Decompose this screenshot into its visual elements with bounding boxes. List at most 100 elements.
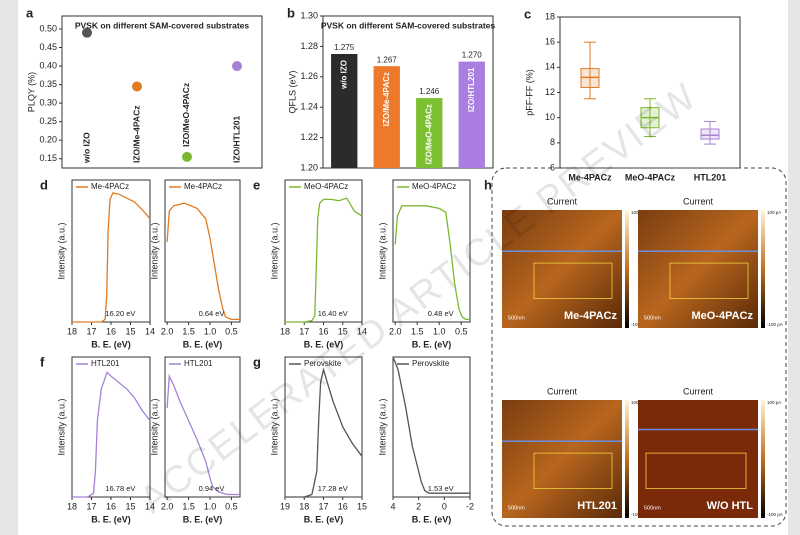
x-tick-label: 2.0 bbox=[389, 326, 402, 336]
annotation: 16.40 eV bbox=[318, 309, 348, 318]
annotation: 0.64 eV bbox=[199, 309, 225, 318]
x-tick-label: 17 bbox=[318, 501, 328, 511]
y-axis-label: Intensity (a.u.) bbox=[269, 398, 279, 455]
panel-label: d bbox=[40, 177, 48, 192]
y-axis-label: Intensity (a.u.) bbox=[377, 222, 387, 279]
y-axis-label: pFF-FF (%) bbox=[524, 69, 534, 116]
plot-frame bbox=[61, 15, 263, 169]
x-tick-label: 16 bbox=[106, 326, 116, 336]
y-axis-label: Intensity (a.u.) bbox=[149, 398, 159, 455]
image-title: Current bbox=[683, 386, 714, 396]
point bbox=[182, 151, 192, 162]
y-tick-label: 16 bbox=[545, 37, 555, 47]
value-label: 1.267 bbox=[377, 55, 398, 64]
plot-frame bbox=[392, 356, 471, 498]
category-label: Me-4PACz bbox=[568, 172, 612, 182]
y-tick-label: 0.45 bbox=[39, 42, 57, 52]
y-tick-label: 1.22 bbox=[300, 132, 318, 142]
x-tick-label: 17 bbox=[86, 501, 96, 511]
x-axis-label: B. E. (eV) bbox=[183, 339, 223, 349]
sample-label: MeO-4PACz bbox=[691, 310, 753, 322]
x-tick-label: 0.5 bbox=[455, 326, 468, 336]
colorbar bbox=[761, 210, 765, 328]
colorbar-max: 100 pA bbox=[767, 400, 781, 405]
x-tick-label: 16 bbox=[338, 501, 348, 511]
x-axis-label: B. E. (eV) bbox=[304, 514, 344, 524]
x-tick-label: 14 bbox=[357, 326, 367, 336]
bar bbox=[458, 61, 485, 168]
y-axis-label: QFLS (eV) bbox=[287, 70, 297, 113]
y-axis-label: Intensity (a.u.) bbox=[56, 222, 66, 279]
line bbox=[166, 202, 240, 321]
line bbox=[394, 205, 470, 321]
bar bbox=[331, 54, 358, 168]
category-label: MeO-4PACz bbox=[625, 172, 676, 182]
y-axis-label: Intensity (a.u.) bbox=[377, 398, 387, 455]
legend-label: Perovskite bbox=[304, 359, 342, 368]
x-tick-label: 18 bbox=[67, 326, 77, 336]
x-tick-label: 1.0 bbox=[204, 326, 217, 336]
line bbox=[166, 373, 240, 496]
bar bbox=[373, 66, 400, 168]
x-tick-label: 18 bbox=[280, 326, 290, 336]
legend-label: MeO-4PACz bbox=[412, 182, 456, 191]
y-tick-label: 0.30 bbox=[39, 97, 57, 107]
category-label: HTL201 bbox=[694, 172, 727, 182]
panel-label: f bbox=[40, 354, 45, 369]
annotation: 1.53 eV bbox=[428, 484, 454, 493]
category-label: IZO/Me-4PACz bbox=[382, 72, 391, 126]
plot-frame bbox=[164, 356, 241, 498]
profile-inset bbox=[645, 452, 747, 489]
legend-label: HTL201 bbox=[91, 359, 120, 368]
afm-image bbox=[502, 400, 622, 518]
x-tick-label: 0 bbox=[442, 501, 447, 511]
line bbox=[72, 371, 151, 498]
y-tick-label: 12 bbox=[545, 87, 555, 97]
x-tick-label: 17 bbox=[86, 326, 96, 336]
image-title: Current bbox=[547, 386, 578, 396]
legend-label: Perovskite bbox=[412, 359, 450, 368]
y-tick-label: 1.20 bbox=[300, 162, 318, 172]
value-label: 1.275 bbox=[334, 43, 355, 52]
value-label: 1.246 bbox=[419, 87, 440, 96]
y-tick-label: 1.24 bbox=[300, 102, 318, 112]
plot-frame bbox=[392, 179, 471, 323]
x-tick-label: -2 bbox=[466, 501, 474, 511]
x-tick-label: 15 bbox=[125, 501, 135, 511]
panel-label: b bbox=[287, 5, 295, 20]
chart-title: PVSK on different SAM-covered substrates bbox=[75, 20, 250, 30]
value-label: 1.270 bbox=[462, 51, 483, 60]
line bbox=[285, 367, 363, 498]
panel-label: h bbox=[484, 177, 492, 192]
sample-label: Me-4PACz bbox=[564, 310, 617, 322]
legend-label: HTL201 bbox=[184, 359, 213, 368]
line bbox=[392, 356, 470, 494]
x-tick-label: 0.5 bbox=[225, 326, 238, 336]
category-label: w/o IZO bbox=[339, 60, 348, 90]
x-tick-label: 1.0 bbox=[204, 501, 217, 511]
x-axis-label: B. E. (eV) bbox=[412, 339, 452, 349]
afm-panel-border bbox=[491, 167, 787, 527]
scale-label: 500nm bbox=[508, 315, 525, 321]
profile-inset bbox=[533, 452, 613, 489]
profile-inset bbox=[533, 262, 613, 299]
category-label: w/o IZO bbox=[81, 132, 91, 164]
y-tick-label: 1.28 bbox=[300, 41, 318, 51]
scale-label: 500nm bbox=[508, 505, 525, 511]
y-axis-label: PLQY (%) bbox=[26, 72, 36, 112]
y-tick-label: 0.15 bbox=[39, 153, 57, 163]
x-axis-label: B. E. (eV) bbox=[304, 339, 344, 349]
point bbox=[232, 61, 242, 72]
y-tick-label: 8 bbox=[550, 137, 555, 147]
annotation: 16.78 eV bbox=[105, 484, 135, 493]
category-label: IZO/Me-4PACz bbox=[131, 106, 141, 163]
x-tick-label: 18 bbox=[67, 501, 77, 511]
category-label: IZO/HTL201 bbox=[467, 67, 476, 112]
sample-label: W/O HTL bbox=[707, 500, 754, 512]
legend-label: MeO-4PACz bbox=[304, 182, 348, 191]
x-tick-label: 17 bbox=[299, 326, 309, 336]
x-tick-label: 1.0 bbox=[433, 326, 446, 336]
annotation: 16.20 eV bbox=[105, 309, 135, 318]
image-title: Current bbox=[547, 196, 578, 206]
